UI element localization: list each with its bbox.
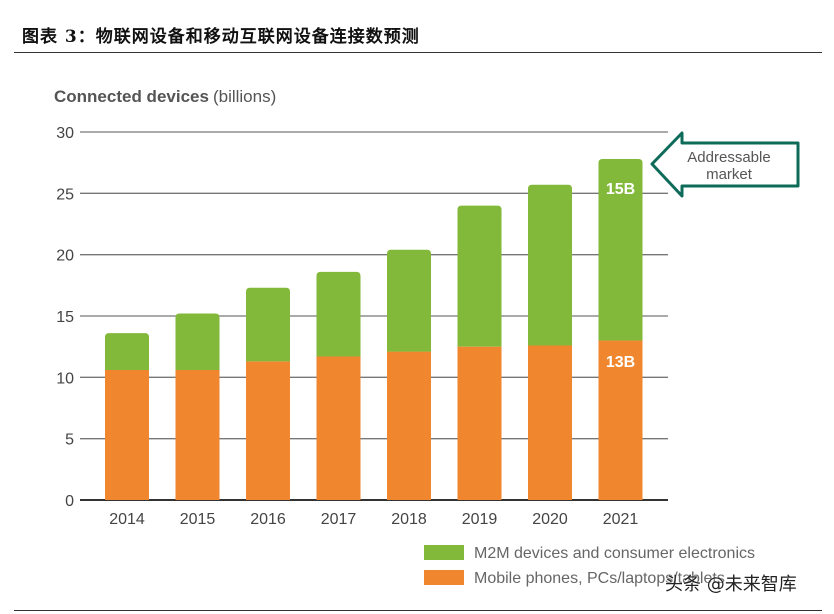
y-tick-label: 10 bbox=[56, 370, 74, 387]
bar-segment-mobile bbox=[528, 345, 572, 500]
y-tick-label: 20 bbox=[56, 248, 74, 265]
y-tick-label: 30 bbox=[56, 125, 74, 142]
y-tick-label: 15 bbox=[56, 309, 74, 326]
legend-swatch bbox=[424, 570, 464, 585]
bottom-rule bbox=[14, 610, 822, 611]
x-tick-label: 2016 bbox=[250, 511, 286, 528]
legend-swatch bbox=[424, 545, 464, 560]
bar-segment-m2m bbox=[528, 184, 572, 346]
chart-title: Connected devices (billions) bbox=[54, 87, 276, 106]
addressable-market-callout: Addressable market bbox=[650, 131, 800, 198]
callout-line-1: Addressable bbox=[687, 149, 770, 166]
y-tick-label: 5 bbox=[65, 432, 74, 449]
bar-segment-mobile bbox=[387, 351, 431, 500]
bar-segment-mobile bbox=[598, 340, 643, 500]
x-tick-label: 2021 bbox=[603, 511, 639, 528]
x-tick-label: 2017 bbox=[321, 511, 357, 528]
legend-label: M2M devices and consumer electronics bbox=[474, 545, 755, 562]
x-tick-label: 2014 bbox=[109, 511, 145, 528]
left-arrow-icon bbox=[650, 131, 800, 198]
x-tick-label: 2018 bbox=[391, 511, 427, 528]
bar-segment-m2m bbox=[598, 158, 643, 341]
y-tick-label: 0 bbox=[65, 493, 74, 510]
watermark: 头条 @未来智库 bbox=[665, 574, 797, 595]
bar-segment-m2m bbox=[457, 205, 502, 347]
legend-label: Mobile phones, PCs/laptops/tablets bbox=[474, 570, 725, 587]
x-tick-label: 2020 bbox=[532, 511, 568, 528]
bar-segment-mobile bbox=[105, 369, 149, 500]
bar-segment-m2m bbox=[387, 249, 431, 352]
bar-segment-m2m bbox=[175, 313, 220, 370]
y-tick-label: 25 bbox=[56, 186, 74, 203]
x-tick-label: 2015 bbox=[180, 511, 216, 528]
x-tick-label: 2019 bbox=[462, 511, 498, 528]
data-label-m2m-2021: 15B bbox=[606, 181, 635, 198]
figure-title: 图表 3：物联网设备和移动互联网设备连接数预测 bbox=[22, 27, 420, 47]
bar-segment-m2m bbox=[246, 287, 290, 362]
callout-line-2: market bbox=[706, 166, 753, 183]
bar-segment-mobile bbox=[316, 356, 361, 500]
data-label-mobile-2021: 13B bbox=[606, 354, 635, 371]
bar-segment-mobile bbox=[175, 369, 220, 500]
top-rule bbox=[14, 52, 822, 53]
bar-segment-mobile bbox=[457, 346, 502, 500]
bar-segment-m2m bbox=[316, 271, 361, 357]
bar-segment-mobile bbox=[246, 361, 290, 500]
bar-segment-m2m bbox=[105, 333, 149, 370]
